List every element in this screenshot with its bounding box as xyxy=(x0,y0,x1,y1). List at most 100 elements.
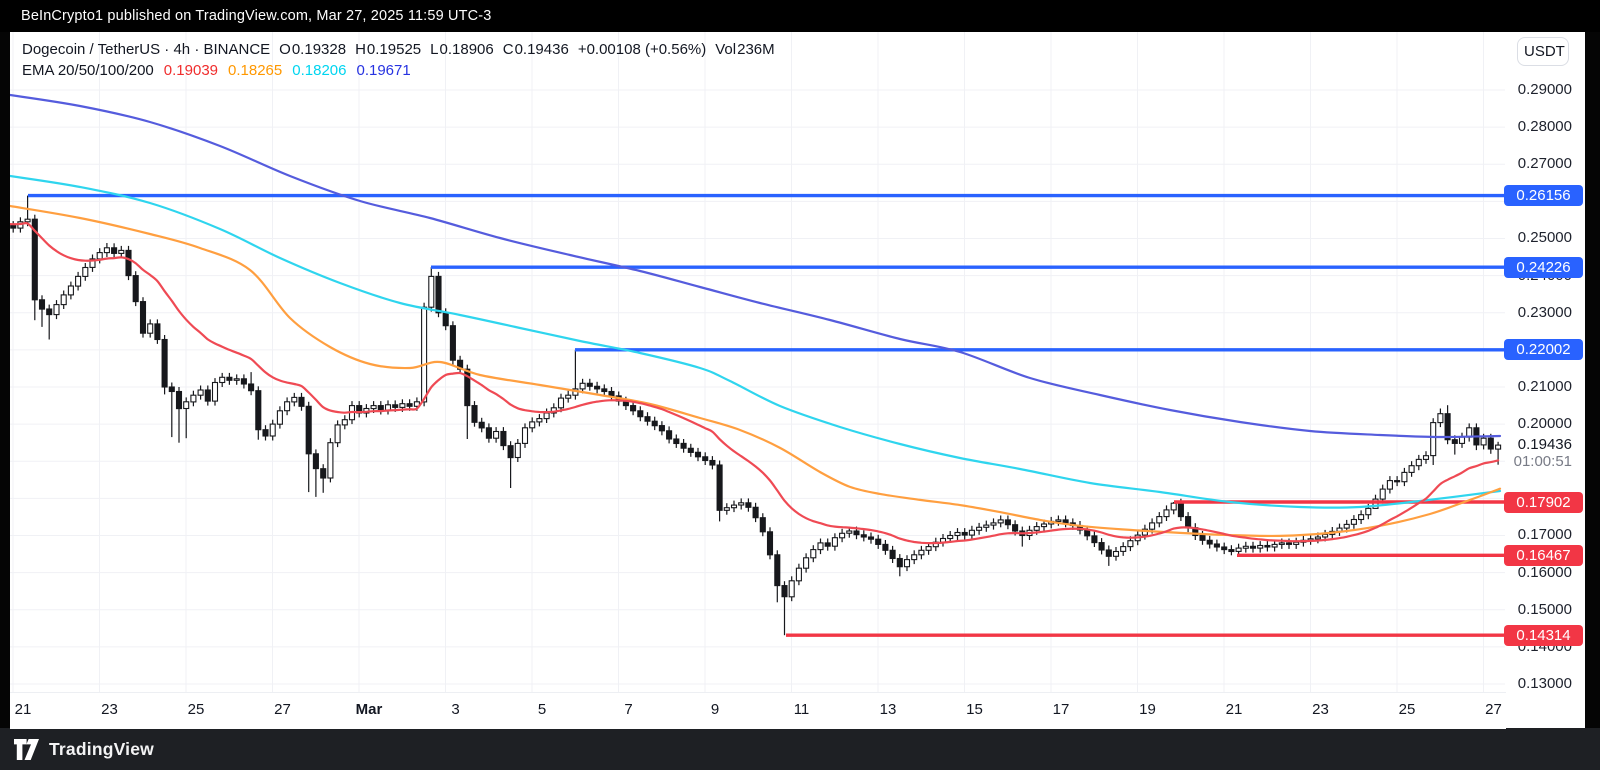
time-tick-label: 27 xyxy=(274,701,291,718)
candle-body xyxy=(255,390,262,431)
time-tick-label: 11 xyxy=(793,701,810,718)
tradingview-logo-icon[interactable] xyxy=(13,738,40,761)
candle-body xyxy=(745,502,752,508)
last-price-label: 0.19436 xyxy=(1517,436,1572,453)
candle-body xyxy=(889,549,896,560)
candle-body xyxy=(341,419,348,426)
time-tick-label: 25 xyxy=(187,701,205,718)
candle-body xyxy=(1365,507,1372,516)
candle-body xyxy=(846,530,853,534)
time-tick-label: 9 xyxy=(710,701,720,718)
candle-body xyxy=(716,464,723,511)
candle-body xyxy=(1293,541,1300,545)
time-axis[interactable]: 21 23 25 27 Mar 3 5 7 9 11 13 15 17 19 21 23 25 27 xyxy=(10,692,1506,729)
candle-body xyxy=(1264,544,1271,548)
candle-body xyxy=(132,275,139,303)
price-tick-label: 0.16000 xyxy=(1517,564,1572,581)
candlestick-series xyxy=(10,195,1502,636)
candle-body xyxy=(1149,522,1156,530)
price-tick-label: 0.17000 xyxy=(1517,526,1572,543)
candle-body xyxy=(1495,444,1502,450)
candle-body xyxy=(781,585,788,598)
candle-body xyxy=(788,580,795,598)
candle-body xyxy=(839,532,846,539)
candle-body xyxy=(75,275,82,287)
candle-body xyxy=(723,507,730,511)
candle-body xyxy=(428,275,435,308)
ema20-value: 0.19039 xyxy=(163,62,219,79)
price-chart[interactable] xyxy=(10,32,1505,692)
price-tick-label: 0.20000 xyxy=(1517,415,1572,432)
candle-body xyxy=(1480,437,1487,446)
candle-body xyxy=(125,249,132,277)
candle-body xyxy=(507,445,514,459)
ema50-value: 0.18265 xyxy=(228,62,283,79)
candle-body xyxy=(384,404,392,411)
candle-body xyxy=(197,389,204,396)
candle-body xyxy=(680,442,687,449)
candle-body xyxy=(147,323,154,334)
ema-indicator-label[interactable]: EMA 20/50/100/200 xyxy=(22,62,154,79)
candle-body xyxy=(219,376,226,384)
candle-body xyxy=(543,412,550,420)
candle-body xyxy=(853,530,860,536)
candle-body xyxy=(370,405,377,410)
price-level-label: 0.14314 xyxy=(1504,625,1583,646)
candle-body xyxy=(1379,488,1386,500)
candle-body xyxy=(1458,436,1466,444)
time-tick-label: 23 xyxy=(101,701,118,718)
ema200-value: 0.19671 xyxy=(356,62,411,79)
time-tick-label: 5 xyxy=(537,701,547,718)
symbol-title[interactable]: Dogecoin / TetherUS · 4h · BINANCE xyxy=(22,41,271,58)
price-axis[interactable]: USDT 0.19436 01:00:51 0.29000 0.28000 0.27… xyxy=(1504,32,1585,692)
candle-body xyxy=(269,423,276,437)
candle-body xyxy=(1170,502,1177,511)
tradingview-brand-text: TradingView xyxy=(49,738,154,759)
candle-body xyxy=(1358,514,1365,521)
candle-body xyxy=(594,385,601,390)
candle-body xyxy=(334,424,341,444)
candle-body xyxy=(96,252,103,260)
candle-body xyxy=(240,378,247,385)
candle-body xyxy=(795,567,802,582)
price-tick-label: 0.21000 xyxy=(1517,378,1572,395)
candle-body xyxy=(1285,542,1293,545)
time-tick-label: 7 xyxy=(624,701,633,718)
candle-body xyxy=(60,294,67,306)
candle-body xyxy=(1415,458,1422,467)
candle-body xyxy=(1177,502,1184,518)
candle-body xyxy=(82,266,89,277)
candle-body xyxy=(903,559,911,568)
price-tick-label: 0.28000 xyxy=(1517,118,1572,135)
candle-body xyxy=(997,519,1004,524)
footer-bar: TradingView xyxy=(0,728,1600,770)
ema20-line xyxy=(10,222,1500,545)
ohlc-high-label: H xyxy=(355,41,366,58)
candle-body xyxy=(175,390,183,410)
candle-body xyxy=(190,394,197,403)
candle-body xyxy=(103,247,110,254)
candle-body xyxy=(392,404,399,408)
candle-body xyxy=(1105,549,1112,557)
currency-toggle-button[interactable]: USDT xyxy=(1517,37,1569,66)
candle-body xyxy=(139,301,147,334)
time-tick-label: 21 xyxy=(1225,701,1243,718)
time-tick-label: 27 xyxy=(1485,701,1502,718)
price-tick-label: 0.13000 xyxy=(1517,675,1572,692)
candle-body xyxy=(521,427,529,444)
candle-body xyxy=(1408,465,1415,473)
ohlc-close-label: C xyxy=(502,41,514,58)
volume-label: Vol xyxy=(715,41,737,58)
candle-body xyxy=(399,403,406,408)
grid xyxy=(10,32,1505,692)
time-tick-label: 19 xyxy=(1139,701,1156,718)
ema100-line xyxy=(10,174,1502,509)
candle-body xyxy=(1199,534,1206,541)
candle-body xyxy=(730,504,738,509)
candle-body xyxy=(1055,519,1062,522)
candle-body xyxy=(183,401,190,410)
candle-body xyxy=(759,517,766,533)
candle-body xyxy=(810,549,817,559)
candle-body xyxy=(305,405,312,455)
candle-body xyxy=(925,546,932,551)
